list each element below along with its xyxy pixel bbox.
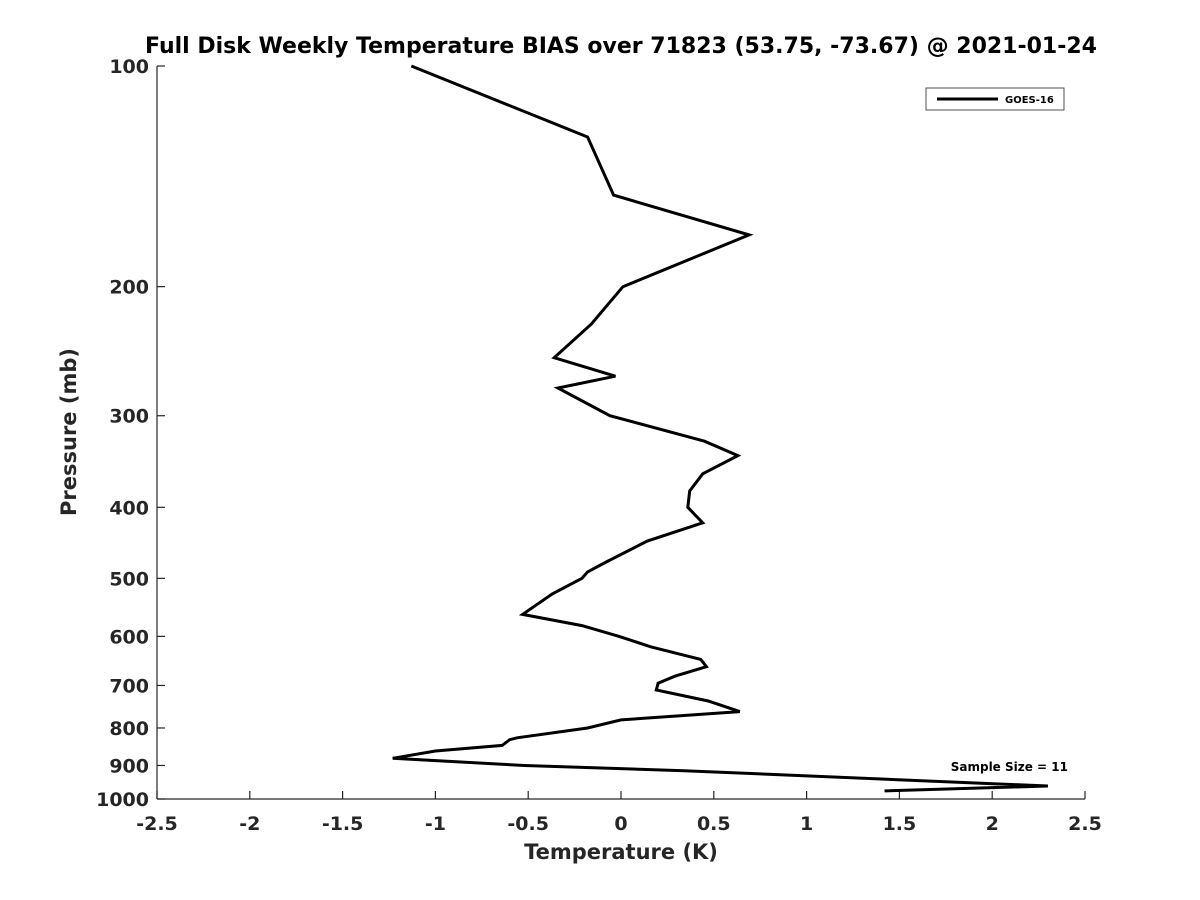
x-tick-label: -1 [425,813,446,835]
y-tick-label: 500 [109,568,149,590]
x-tick-label: 1.5 [883,813,917,835]
x-axis-label: Temperature (K) [524,840,718,864]
x-tick-label: 2.5 [1068,813,1102,835]
chart-title: Full Disk Weekly Temperature BIAS over 7… [145,34,1097,59]
x-axis-ticks: -2.5 -2 -1.5 -1 -0.5 0 0.5 1 1.5 2 2.5 [136,791,1102,835]
y-tick-label: 200 [109,277,149,299]
y-tick-label: 1000 [96,789,149,811]
y-axis-label: Pressure (mb) [57,348,81,516]
y-tick-label: 300 [109,406,149,428]
x-tick-label: 0.5 [697,813,731,835]
x-tick-label: -2.5 [136,813,178,835]
x-tick-label: -1.5 [322,813,364,835]
y-tick-label: 700 [109,675,149,697]
sample-size-annotation: Sample Size = 11 [951,760,1068,774]
x-tick-label: -2 [239,813,260,835]
x-tick-label: 2 [986,813,999,835]
x-tick-label: 0 [614,813,627,835]
goes-16-series-line [392,64,1048,793]
legend-label: GOES-16 [1005,95,1054,106]
y-tick-label: 900 [109,755,149,777]
y-tick-label: 800 [109,718,149,740]
y-tick-label: 100 [109,56,149,78]
y-tick-label: 600 [109,626,149,648]
plot-area: -2.5 -2 -1.5 -1 -0.5 0 0.5 1 1.5 2 2.5 100 200 300 40… [96,56,1102,835]
legend: GOES-16 [925,87,1065,111]
y-tick-label: 400 [109,497,149,519]
x-tick-label: -0.5 [507,813,549,835]
y-axis-ticks: 100 200 300 400 500 600 700 800 900 1000 [96,56,165,811]
x-tick-label: 1 [800,813,813,835]
